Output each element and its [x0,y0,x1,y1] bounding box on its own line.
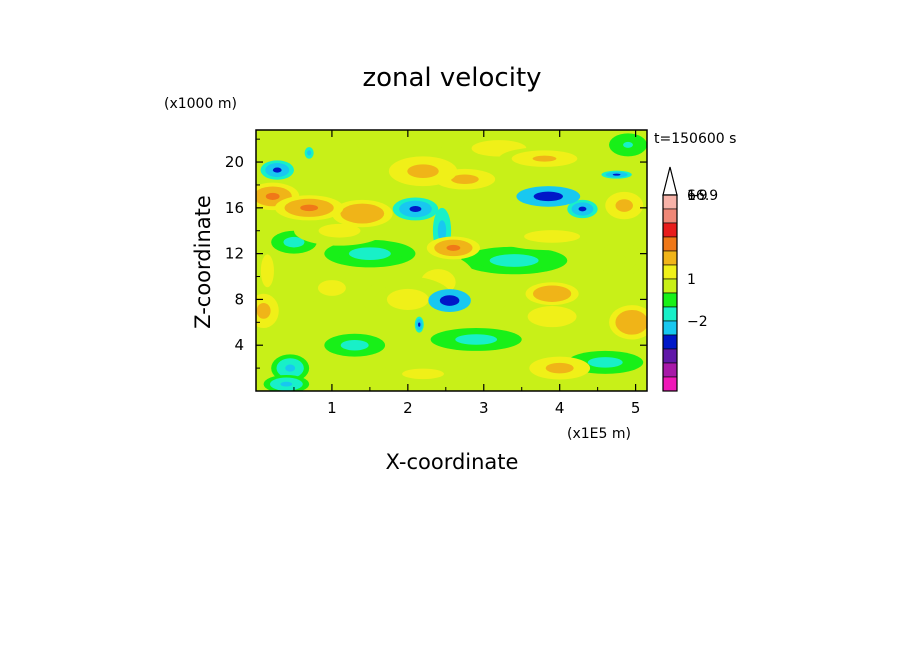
field-contour [414,167,432,176]
y-tick-label: 12 [225,245,244,263]
field-contour [551,365,568,372]
field-contour [538,310,566,323]
field-contour [444,297,456,304]
colorbar-label: 6 [687,188,696,204]
field-contour [545,290,560,297]
colorbar-swatch [662,222,678,238]
colorbar-label: 16.9 [687,188,718,204]
field-contour [536,232,568,241]
field-contour [446,244,461,251]
y-tick-label: 8 [234,290,244,308]
field-contour [396,293,420,306]
y-axis: 4 8 12 16 20 [225,138,647,369]
field-contour [307,151,311,155]
y-unit-label: (x1000 m) [164,96,237,112]
field-contour [614,254,627,264]
colorbar-swatch [662,320,678,336]
x-unit-label: (x1E5 m) [567,426,631,442]
field-contour [418,322,421,327]
y-axis-label: Z-coordinate [191,195,215,329]
plot-frame [255,129,648,392]
colorbar-swatch [662,334,678,350]
field-contour [265,264,270,277]
field-contour [623,141,633,148]
time-label: t=150600 s [654,131,736,147]
field-contour [280,381,293,387]
colorbar-swatch [662,236,678,252]
field-contour [625,317,638,327]
field-contour [324,283,340,293]
y-tick-label: 20 [225,153,244,171]
field-contour [354,209,371,218]
x-axis: 1 2 3 4 5 [293,130,641,417]
colorbar-swatch [662,292,678,308]
field-contour [327,226,352,235]
colorbar-swatch [662,278,678,294]
colorbar-swatch [662,306,678,322]
field-contour [300,204,319,212]
field-contour [358,250,382,258]
field-contour [489,145,509,152]
field-contour [619,201,630,210]
colorbar-swatch [662,376,678,392]
colorbar-swatch [662,348,678,364]
x-tick-label: 3 [479,399,489,417]
x-tick-label: 4 [555,399,565,417]
y-tick-label: 16 [225,199,244,217]
x-tick-label: 2 [403,399,413,417]
colorbar: 16.96 1 −2 −9 [662,166,718,392]
field-contour [578,206,587,212]
colorbar-label: 1 [687,272,696,288]
chart-title: zonal velocity [362,63,541,93]
colorbar-swatch [662,250,678,266]
field-contour [346,342,363,349]
field-contour [439,224,445,237]
field-contour [532,155,557,162]
field-contour [411,370,435,377]
field-contour [259,306,268,316]
field-contour [464,336,489,343]
field-contour [409,206,422,212]
colorbar-frame [662,194,678,392]
x-tick-label: 1 [327,399,337,417]
colorbar-label: −2 [687,314,708,330]
field-contour [288,239,300,246]
field-contour [540,193,557,200]
field-contour [500,256,528,265]
field-contour [384,141,417,148]
y-tick-label: 4 [234,336,244,354]
velocity-field [256,130,647,391]
field-contour [595,359,616,366]
field-contour [456,176,473,182]
x-axis-label: X-coordinate [386,450,519,474]
x-tick-label: 5 [631,399,641,417]
colorbar-swatch [662,362,678,378]
colorbar-swatch [662,194,678,210]
field-contour [272,167,282,173]
field-contour [612,173,621,176]
colorbar-label: −9 [687,188,708,204]
colorbar-swatch [662,264,678,280]
field-contour [285,364,296,372]
colorbar-swatch [662,208,678,224]
field-contour [265,192,280,200]
